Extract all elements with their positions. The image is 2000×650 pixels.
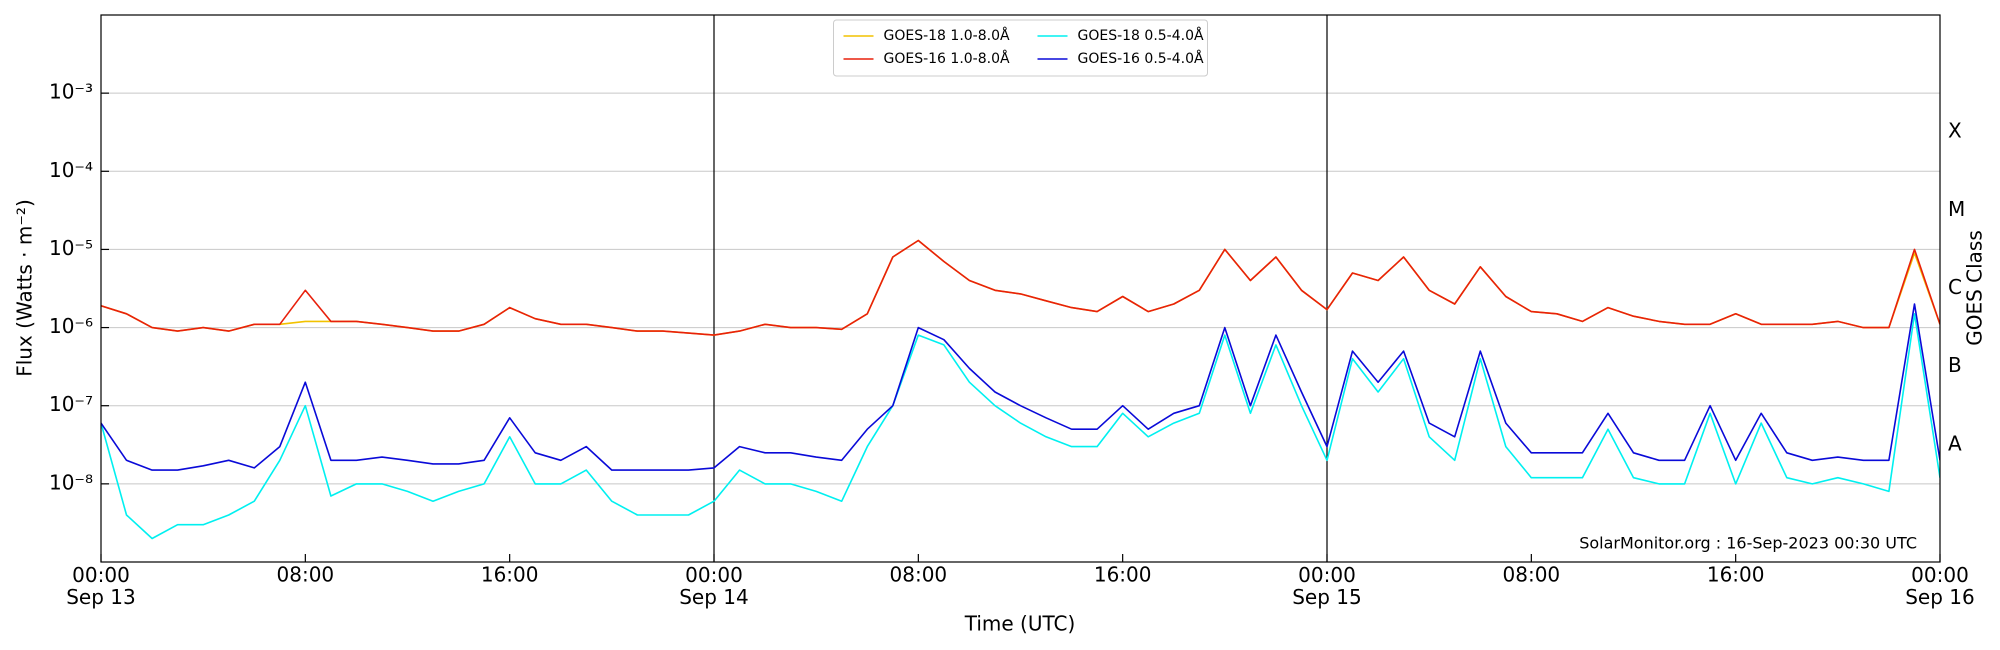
annotation: SolarMonitor.org : 16-Sep-2023 00:30 UTC — [1579, 534, 1917, 553]
x-tick-label: 08:00 — [1503, 563, 1561, 587]
legend-label: GOES-16 0.5-4.0Å — [1078, 50, 1204, 67]
x-tick-label: 16:00 — [481, 563, 539, 587]
x-tick-label: 16:00 — [1707, 563, 1765, 587]
x-tick-label: 08:00 — [890, 563, 948, 587]
legend-label: GOES-16 1.0-8.0Å — [884, 50, 1010, 67]
y-tick-label: 10⁻⁸ — [49, 470, 93, 494]
plot-frame — [100, 14, 1941, 563]
x-axis-label: Time (UTC) — [964, 612, 1076, 636]
y-tick-label: 10⁻⁷ — [49, 392, 93, 416]
legend: GOES-18 1.0-8.0Å GOES-16 1.0-8.0Å GOES-18 … — [833, 19, 1208, 77]
x-tick-label: 08:00 — [277, 563, 335, 587]
y-tick-label: 10⁻³ — [49, 80, 93, 104]
x-tick-label: 00:00 Sep 15 — [1292, 563, 1362, 609]
x-tick-label: 00:00 Sep 14 — [679, 563, 749, 609]
series-line — [101, 303, 1940, 471]
legend-label: GOES-18 1.0-8.0Å — [884, 27, 1010, 44]
y2-tick-label: M — [1948, 197, 1965, 221]
y2-tick-label: B — [1948, 353, 1962, 377]
x-tick-label: 00:00 Sep 13 — [66, 563, 136, 609]
series-line — [101, 313, 1940, 540]
x-tick-label: 16:00 — [1094, 563, 1152, 587]
y2-axis-label: GOES Class — [1963, 230, 1987, 346]
y2-tick-label: C — [1948, 275, 1962, 299]
x-tick-label: 00:00 Sep 16 — [1905, 563, 1975, 609]
y-tick-label: 10⁻⁵ — [49, 236, 93, 260]
legend-label: GOES-18 0.5-4.0Å — [1078, 27, 1204, 44]
y2-tick-label: A — [1948, 431, 1962, 455]
y-tick-label: 10⁻⁶ — [49, 314, 93, 338]
plot-area — [101, 239, 1940, 540]
series-line — [101, 239, 1940, 336]
legend-box — [833, 19, 1208, 77]
y-tick-label: 10⁻⁴ — [49, 158, 93, 182]
y2-tick-label: X — [1948, 119, 1962, 143]
y-axis-label: Flux (Watts · m⁻²) — [13, 199, 37, 377]
